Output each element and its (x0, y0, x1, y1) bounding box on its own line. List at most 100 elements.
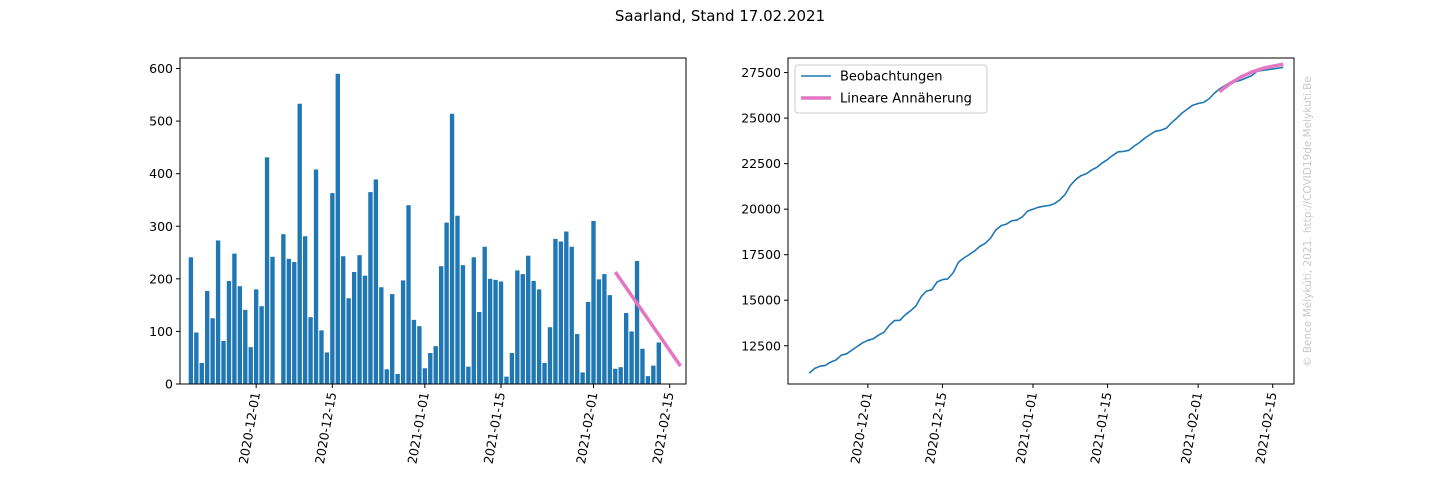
fit-line (613, 271, 682, 368)
bar (569, 246, 574, 384)
bar (215, 240, 221, 384)
bar (302, 236, 308, 384)
bar (226, 280, 232, 384)
bar (253, 289, 259, 384)
bar (346, 298, 351, 384)
line-chart-ytick-label: 20000 (741, 202, 781, 217)
bar (613, 368, 618, 384)
bar (232, 253, 237, 384)
bar (324, 352, 330, 384)
bar (640, 348, 645, 384)
bar (259, 306, 264, 384)
figure-title: Saarland, Stand 17.02.2021 (614, 7, 826, 25)
bar (623, 313, 629, 384)
bar (526, 255, 531, 384)
line-chart-xtick-label: 2020-12-01 (847, 391, 874, 465)
bar (558, 241, 564, 384)
bar-chart-xtick-label: 2021-01-15 (481, 391, 508, 465)
bar-chart-xtick-label: 2020-12-01 (236, 391, 263, 465)
bar (656, 342, 661, 384)
bar (379, 287, 384, 384)
bar (466, 366, 471, 384)
bar (237, 286, 243, 384)
bar-chart-xtick-label: 2021-02-01 (573, 391, 600, 465)
bar (368, 192, 373, 384)
bar-chart-xtick-label: 2020-12-15 (312, 391, 339, 465)
bar (264, 157, 270, 384)
bar (477, 311, 482, 384)
bar (531, 280, 536, 384)
bar (313, 169, 319, 384)
bar (411, 319, 417, 384)
bar (390, 294, 395, 384)
bar-chart-ytick-label: 0 (165, 377, 173, 392)
bar (487, 278, 493, 384)
bar (400, 280, 406, 384)
line-chart-axes-frame (787, 57, 1295, 385)
bar (330, 193, 335, 384)
bar (351, 272, 357, 384)
bar (199, 362, 204, 384)
legend: Beobachtungen Lineare Annäherung (794, 64, 988, 114)
series-line-lineare-annaeherung (1218, 62, 1284, 94)
line-chart-ytick-label: 27500 (741, 65, 781, 80)
line-chart-xtick-label: 2020-12-15 (922, 391, 949, 465)
bar (297, 103, 302, 384)
bar (286, 258, 291, 384)
bar (575, 334, 580, 384)
bar (188, 257, 194, 384)
line-chart-xtick-label: 2021-02-01 (1178, 391, 1205, 465)
bar (270, 256, 275, 384)
bar-chart-ytick-label: 300 (149, 219, 173, 234)
cumulative-line-chart: 12500 15000 17500 20000 22500 25000 27500 2020-… (741, 57, 1295, 465)
bar (373, 179, 379, 384)
bar (634, 260, 640, 384)
bar (542, 362, 547, 384)
bar (221, 340, 226, 384)
line-chart-ytick-label: 12500 (741, 338, 781, 353)
bar-chart-ytick-label: 500 (149, 114, 173, 129)
bar (449, 113, 455, 385)
line-chart-xtick-label: 2021-01-01 (1013, 391, 1040, 465)
bar (509, 352, 515, 384)
bar-chart-xtick-label: 2021-01-01 (404, 391, 431, 465)
bar (596, 279, 602, 384)
daily-bar-chart: 0 100 200 300 400 500 600 2020-12-01 2020-12-15 2… (149, 57, 687, 465)
line-chart-ytick-label: 15000 (741, 293, 781, 308)
bar (460, 265, 466, 384)
bar-chart-ytick-label: 200 (149, 271, 173, 286)
bar (319, 330, 324, 384)
bar (455, 215, 460, 384)
bar (428, 352, 433, 384)
bar (433, 346, 438, 384)
bar (520, 274, 525, 384)
bar (629, 331, 634, 384)
bar (417, 326, 422, 384)
line-chart-ytick-label: 17500 (741, 247, 781, 262)
bar (580, 372, 585, 384)
bar (564, 231, 569, 384)
bar (645, 376, 651, 384)
bar (536, 289, 542, 384)
bar-chart-ytick-label: 100 (149, 324, 173, 339)
bar (585, 301, 591, 384)
bar (607, 295, 613, 384)
credit-watermark: © Bence Mélykúti, 2021. http://COVID19de… (1302, 76, 1314, 367)
bar (205, 290, 210, 384)
line-chart-xtick-label: 2021-02-15 (1252, 391, 1279, 465)
bar (357, 255, 362, 384)
bar (618, 367, 623, 384)
bar (292, 262, 297, 384)
bar (547, 327, 553, 384)
bar (444, 222, 449, 384)
bar (335, 73, 340, 384)
bar (406, 205, 411, 384)
bar (482, 246, 487, 384)
bar (248, 347, 253, 384)
line-chart-xtick-label: 2021-01-15 (1087, 391, 1114, 465)
bar (281, 234, 286, 384)
bar-chart-axes-frame (179, 57, 687, 385)
bar-chart-ytick-label: 400 (149, 166, 173, 181)
